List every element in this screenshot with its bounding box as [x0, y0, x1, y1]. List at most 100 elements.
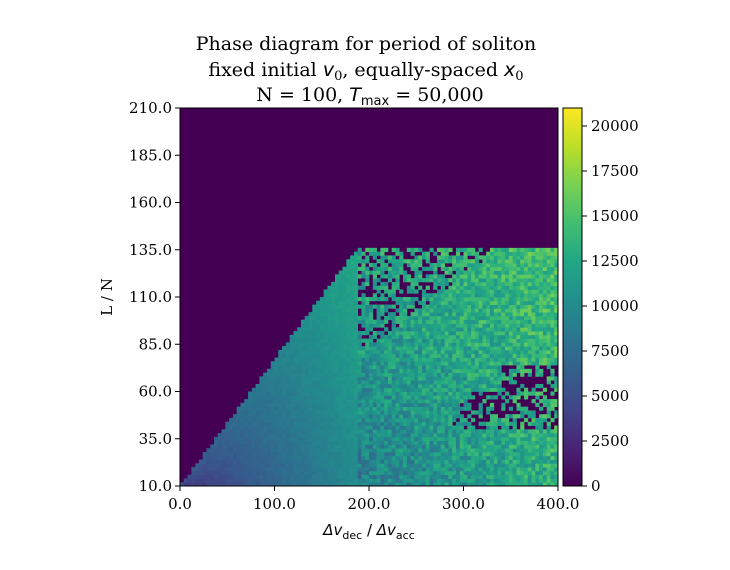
heatmap-cell — [455, 323, 461, 328]
heatmap-cell — [395, 436, 400, 442]
heatmap-cell — [399, 417, 404, 423]
heatmap-cell — [323, 433, 328, 438]
heatmap-cell — [429, 361, 434, 366]
heatmap-cell — [410, 334, 415, 339]
heatmap-cell — [221, 451, 226, 457]
heatmap-cell — [342, 368, 347, 373]
heatmap-cell — [414, 266, 419, 271]
heatmap-cell — [195, 478, 200, 483]
heatmap-cell — [493, 395, 498, 400]
heatmap-cell — [365, 312, 370, 317]
heatmap-cell — [414, 247, 419, 253]
heatmap-cell — [452, 455, 457, 460]
heatmap-cell — [505, 482, 510, 487]
heatmap-cell — [229, 463, 234, 468]
heatmap-cell — [508, 372, 514, 377]
heatmap-cell — [327, 289, 332, 294]
heatmap-cell — [312, 380, 317, 385]
heatmap-cell — [384, 346, 389, 351]
heatmap-cell — [403, 410, 408, 415]
heatmap-cell — [361, 421, 366, 426]
heatmap-cell — [410, 368, 415, 373]
heatmap-cell — [274, 402, 279, 408]
heatmap-cell — [395, 315, 400, 321]
heatmap-cell — [342, 342, 347, 347]
heatmap-cell — [248, 478, 253, 483]
heatmap-cell — [421, 387, 427, 392]
heatmap-cell — [508, 455, 514, 460]
heatmap-cell — [406, 327, 411, 332]
heatmap-cell — [361, 266, 366, 271]
heatmap-cell — [520, 346, 525, 351]
heatmap-cell — [380, 338, 385, 343]
heatmap-cell — [357, 402, 362, 408]
heatmap-cell — [452, 368, 457, 373]
heatmap-cell — [535, 436, 540, 442]
heatmap-cell — [312, 459, 317, 464]
heatmap-cell — [497, 331, 502, 336]
heatmap-cell — [327, 451, 332, 457]
heatmap-cell — [531, 251, 536, 256]
heatmap-cell — [304, 448, 309, 453]
heatmap-cell — [463, 281, 468, 287]
heatmap-cell — [308, 334, 313, 339]
heatmap-cell — [365, 346, 370, 351]
heatmap-cell — [546, 297, 551, 302]
heatmap-cell — [316, 349, 321, 355]
heatmap-cell — [372, 342, 377, 347]
heatmap-cell — [293, 361, 298, 366]
heatmap-cell — [191, 467, 196, 472]
heatmap-cell — [554, 304, 559, 309]
heatmap-cell — [244, 474, 249, 479]
heatmap-cell — [244, 440, 249, 445]
heatmap-cell — [300, 338, 306, 343]
heatmap-cell — [463, 406, 468, 411]
heatmap-cell — [489, 331, 495, 336]
heatmap-cell — [523, 482, 529, 487]
heatmap-cell — [357, 425, 362, 430]
heatmap-cell — [399, 262, 404, 268]
heatmap-cell — [546, 365, 551, 370]
heatmap-cell — [425, 259, 430, 264]
heatmap-cell — [251, 399, 256, 404]
heatmap-cell — [357, 421, 362, 426]
heatmap-cell — [527, 338, 532, 343]
heatmap-cell — [471, 444, 476, 449]
heatmap-cell — [459, 255, 464, 260]
heatmap-cell — [270, 402, 275, 408]
heatmap-cell — [429, 338, 434, 343]
heatmap-cell — [437, 331, 442, 336]
heatmap-cell — [387, 402, 393, 408]
heatmap-cell — [338, 482, 343, 487]
heatmap-cell — [251, 459, 256, 464]
heatmap-cell — [455, 361, 461, 366]
heatmap-cell — [516, 349, 521, 355]
heatmap-cell — [350, 429, 355, 434]
heatmap-cell — [429, 406, 434, 411]
heatmap-cell — [508, 323, 514, 328]
heatmap-cell — [406, 448, 411, 453]
heatmap-cell — [319, 372, 325, 377]
heatmap-cell — [316, 451, 321, 457]
heatmap-cell — [459, 308, 464, 313]
heatmap-cell — [440, 417, 445, 423]
heatmap-cell — [486, 346, 491, 351]
heatmap-cell — [482, 357, 487, 362]
heatmap-cell — [372, 429, 377, 434]
heatmap-cell — [334, 459, 340, 464]
heatmap-cell — [459, 319, 464, 324]
heatmap-cell — [508, 380, 514, 385]
heatmap-cell — [437, 281, 442, 287]
heatmap-cell — [448, 361, 453, 366]
heatmap-cell — [357, 315, 362, 321]
heatmap-cell — [323, 387, 328, 392]
heatmap-cell — [297, 448, 302, 453]
heatmap-cell — [505, 285, 510, 290]
heatmap-cell — [342, 349, 347, 355]
heatmap-cell — [266, 482, 272, 487]
heatmap-cell — [546, 463, 551, 468]
heatmap-cell — [421, 402, 427, 408]
heatmap-cell — [455, 274, 461, 279]
heatmap-cell — [437, 383, 442, 389]
heatmap-cell — [399, 353, 404, 358]
